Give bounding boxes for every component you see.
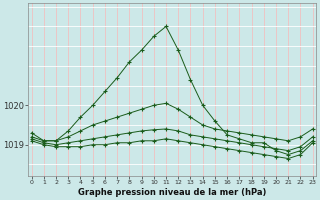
X-axis label: Graphe pression niveau de la mer (hPa): Graphe pression niveau de la mer (hPa) <box>78 188 266 197</box>
